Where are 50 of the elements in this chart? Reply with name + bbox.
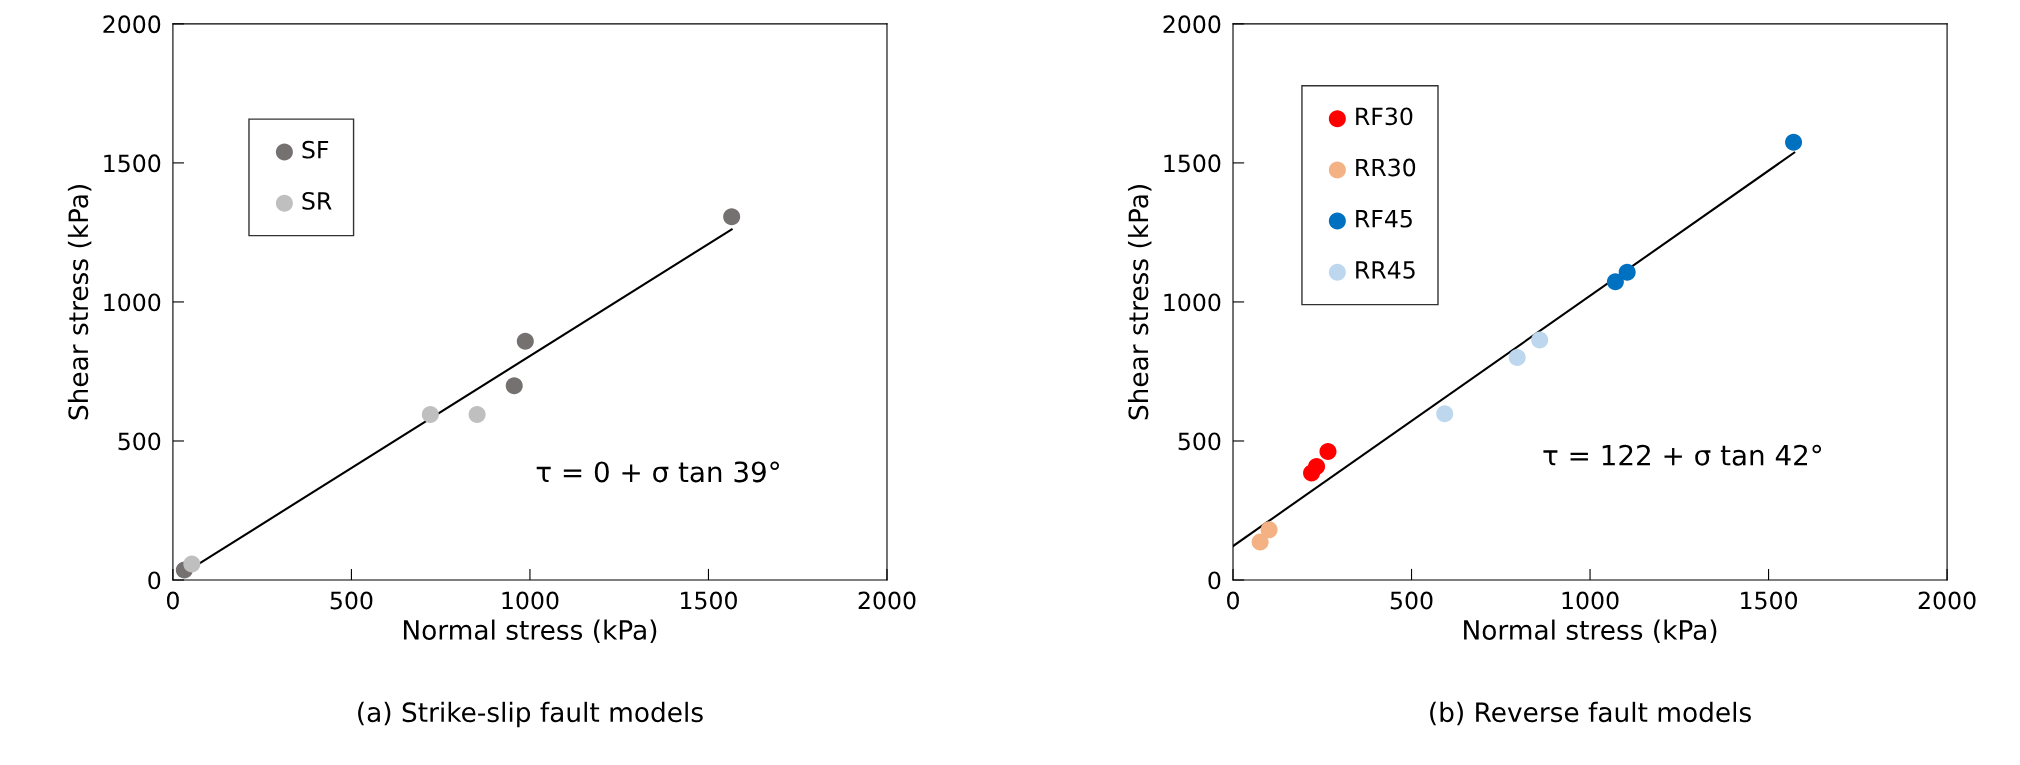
x-tick-label: 0 xyxy=(166,591,179,610)
y-axis-title: Shear stress (kPa) xyxy=(67,185,92,420)
point xyxy=(1260,521,1278,539)
y-tick-label: 1000 xyxy=(104,293,161,312)
y-tick-label: 0 xyxy=(1208,571,1221,590)
x-tick-label: 1000 xyxy=(502,591,559,610)
point xyxy=(723,208,741,226)
legend-label: RR45 xyxy=(1356,261,1415,279)
y-tick-label: 500 xyxy=(118,432,161,451)
point xyxy=(1618,263,1636,281)
point xyxy=(1508,349,1526,367)
x-tick-label: 500 xyxy=(1390,591,1433,610)
legend-label: RF45 xyxy=(1356,210,1412,228)
point xyxy=(1436,405,1454,423)
legend-label: RR30 xyxy=(1356,158,1416,177)
x-tick-label: 500 xyxy=(330,591,373,610)
x-tick-label: 2000 xyxy=(858,591,916,610)
point xyxy=(1531,331,1549,349)
x-tick-label: 1500 xyxy=(1741,591,1798,610)
point xyxy=(421,406,439,424)
text: (a) Strike-slip fault models xyxy=(358,701,703,728)
y-tick-label: 2000 xyxy=(1163,15,1221,34)
x-tick-label: 1000 xyxy=(1562,591,1619,610)
x-tick-label: 1500 xyxy=(681,591,737,610)
y-tick-label: 1000 xyxy=(1164,293,1221,312)
legend-label: SR xyxy=(302,191,332,210)
y-axis-title: Shear stress (kPa) xyxy=(1127,185,1152,420)
x-axis-title: Normal stress (kPa) xyxy=(1464,619,1717,644)
legend-label: RF30 xyxy=(1356,107,1413,126)
y-tick-label: 1500 xyxy=(1164,154,1221,173)
legend-label: SF xyxy=(302,140,329,159)
x-tick-label: 2000 xyxy=(1918,591,1976,610)
point xyxy=(1606,273,1624,291)
text: (b) Reverse fault models xyxy=(1430,701,1751,726)
point xyxy=(505,377,523,395)
annotation: τ = 122 + σ tan 42° xyxy=(1543,444,1822,466)
y-tick-label: 0 xyxy=(148,571,161,590)
point xyxy=(468,406,486,424)
point xyxy=(1308,458,1326,476)
y-tick-label: 2000 xyxy=(103,15,161,34)
x-axis-title: Normal stress (kPa) xyxy=(403,619,657,644)
point xyxy=(516,332,534,350)
point xyxy=(1785,133,1803,151)
annotation: τ = 0 + σ tan 39° xyxy=(536,461,779,483)
x-tick-label: 0 xyxy=(1227,591,1239,610)
point xyxy=(183,555,201,573)
point xyxy=(1319,443,1337,461)
y-tick-label: 500 xyxy=(1178,432,1221,451)
y-tick-label: 1500 xyxy=(104,154,161,173)
point xyxy=(1251,533,1269,551)
